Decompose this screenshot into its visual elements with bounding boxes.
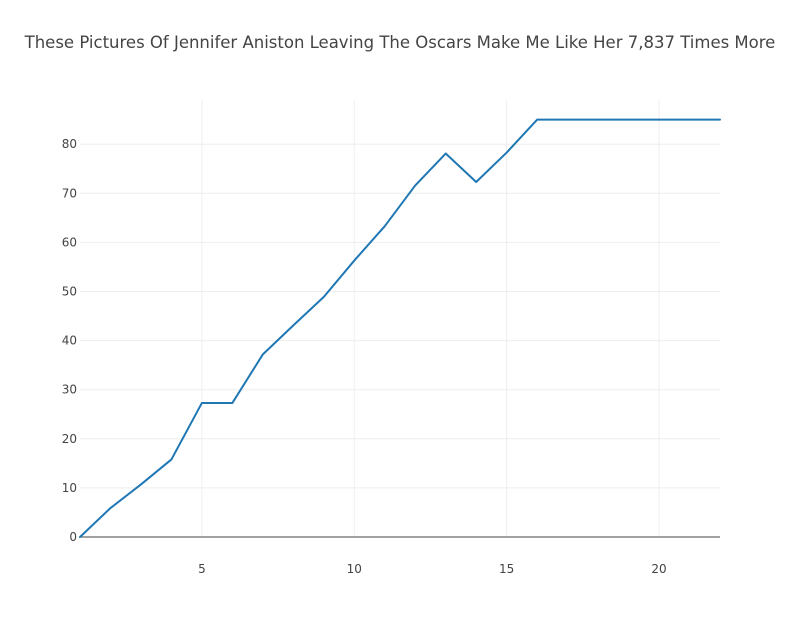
y-tick-label-30: 30 bbox=[62, 383, 77, 397]
y-tick-label-10: 10 bbox=[62, 481, 77, 495]
y-tick-label-20: 20 bbox=[62, 432, 77, 446]
y-tick-label-70: 70 bbox=[62, 186, 77, 200]
y-tick-label-0: 0 bbox=[69, 530, 77, 544]
x-tick-label-20: 20 bbox=[651, 562, 666, 576]
series-line-0 bbox=[79, 118, 721, 538]
y-tick-label-60: 60 bbox=[62, 235, 77, 249]
y-tick-label-50: 50 bbox=[62, 284, 77, 298]
grid-layer bbox=[80, 100, 720, 537]
x-tick-label-5: 5 bbox=[198, 562, 206, 576]
y-tick-label-80: 80 bbox=[62, 137, 77, 151]
series-layer bbox=[79, 118, 721, 538]
x-tick-label-10: 10 bbox=[347, 562, 362, 576]
axis-layer: 5 10 15 20 0 10 20 30 40 50 60 70 80 bbox=[62, 137, 720, 576]
chart-title: These Pictures Of Jennifer Aniston Leavi… bbox=[24, 33, 776, 52]
y-tick-label-40: 40 bbox=[62, 334, 77, 348]
x-tick-label-15: 15 bbox=[499, 562, 514, 576]
